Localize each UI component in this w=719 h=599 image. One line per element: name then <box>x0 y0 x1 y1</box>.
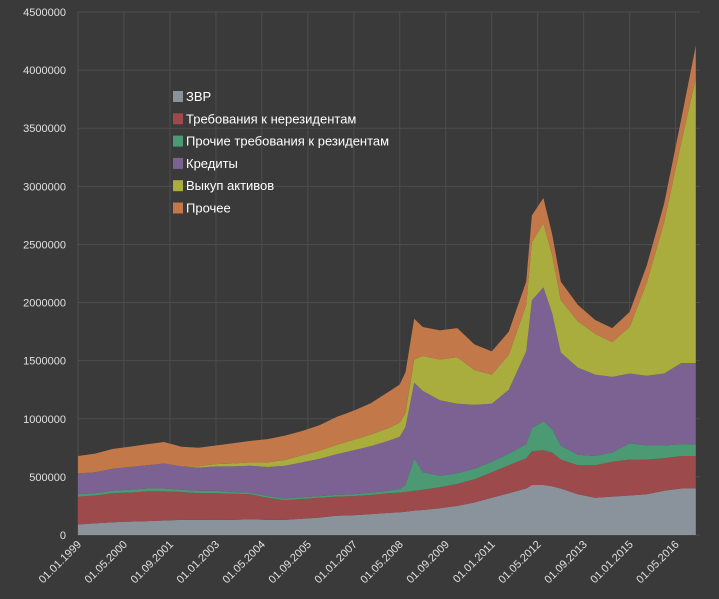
x-tick-label: 01.01.1999 <box>37 539 84 586</box>
x-tick-label: 01.01.2003 <box>175 539 222 586</box>
y-tick-label: 500000 <box>29 472 66 484</box>
area-series-3 <box>78 287 696 499</box>
y-tick-label: 0 <box>60 530 66 542</box>
y-tick-label: 4500000 <box>23 7 66 19</box>
legend-label: Кредиты <box>186 156 238 171</box>
y-axis-ticks: 0 500000 1000000 1500000 2000000 2500000 30000… <box>23 7 66 542</box>
areas <box>78 45 696 535</box>
legend-swatch <box>173 202 183 214</box>
legend-label: Прочее <box>186 201 231 216</box>
x-tick-label: 01.01.2007 <box>313 539 360 586</box>
legend-label: Требования к нерезидентам <box>186 111 356 126</box>
x-tick-label: 01.05.2004 <box>220 539 267 586</box>
x-tick-label: 01.05.2008 <box>358 539 405 586</box>
legend-label: Выкуп активов <box>186 178 274 193</box>
y-tick-label: 1000000 <box>23 414 66 426</box>
area-series-2 <box>78 421 696 501</box>
x-tick-label: 01.05.2016 <box>634 539 681 586</box>
x-tick-label: 01.09.2001 <box>129 539 176 586</box>
area-series-0 <box>78 485 696 535</box>
x-tick-label: 01.09.2005 <box>267 539 314 586</box>
y-tick-label: 2000000 <box>23 298 66 310</box>
x-tick-label: 01.05.2012 <box>496 539 543 586</box>
legend: ЗВР Требования к нерезидентам Прочие требо… <box>173 89 389 216</box>
x-tick-label: 01.01.2011 <box>451 539 498 586</box>
x-axis-ticks: 01.01.199901.05.200001.09.200101.01.2003… <box>37 539 682 586</box>
legend-label: ЗВР <box>186 89 211 104</box>
legend-swatch <box>173 113 183 125</box>
x-tick-label: 01.01.2015 <box>588 539 635 586</box>
x-tick-label: 01.09.2013 <box>542 539 589 586</box>
legend-swatch <box>173 180 183 192</box>
legend-label: Прочие требования к резидентам <box>186 134 389 149</box>
legend-swatch <box>173 135 183 147</box>
legend-swatch <box>173 157 183 169</box>
y-tick-label: 1500000 <box>23 356 66 368</box>
x-tick-label: 01.09.2009 <box>404 539 451 586</box>
x-tick-label: 01.05.2000 <box>83 539 130 586</box>
area-series-1 <box>78 450 696 525</box>
y-tick-label: 2500000 <box>23 239 66 251</box>
legend-swatch <box>173 91 183 102</box>
y-tick-label: 3500000 <box>23 123 66 135</box>
y-tick-label: 4000000 <box>23 65 66 77</box>
y-tick-label: 3000000 <box>23 181 66 193</box>
